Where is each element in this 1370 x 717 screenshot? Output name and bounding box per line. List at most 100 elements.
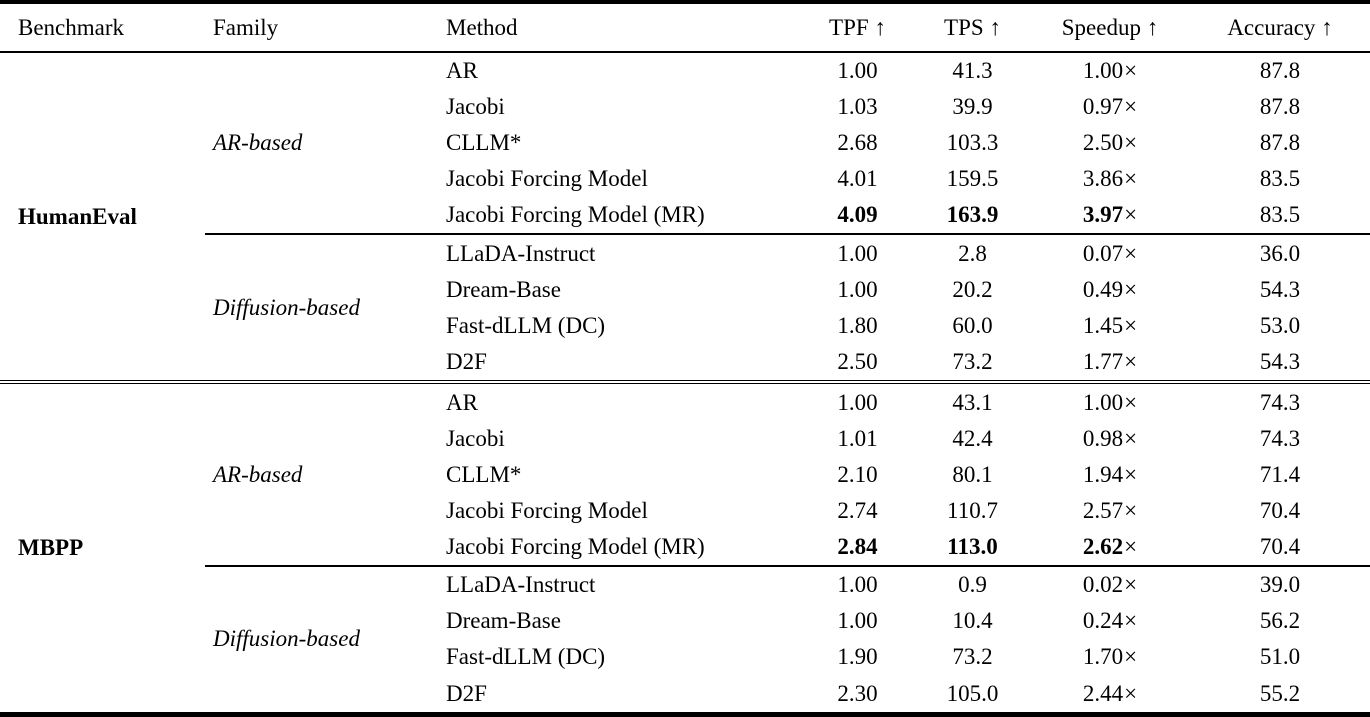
- tpf-value: 1.00: [800, 564, 915, 604]
- speedup-cell: 1.77×: [1030, 344, 1190, 383]
- speedup-cell: 3.86×: [1030, 161, 1190, 197]
- table-row: Dream-Base 1.00 20.2 0.49× 54.3: [0, 272, 1370, 308]
- speedup-cell: 2.57×: [1030, 493, 1190, 529]
- col-header-accuracy: Accuracy ↑: [1190, 2, 1370, 53]
- speedup-cell: 3.97×: [1030, 197, 1190, 234]
- method-name: Jacobi Forcing Model (MR): [446, 202, 705, 228]
- table-row: CLLM* 2.10 80.1 1.94× 71.4: [0, 457, 1370, 493]
- tps-value: 20.2: [952, 276, 993, 302]
- tpf-value: 1.01: [837, 425, 878, 451]
- accuracy-value: 83.5: [1259, 202, 1301, 228]
- times-sign: ×: [1124, 461, 1138, 487]
- tpf-value: 2.30: [837, 680, 878, 706]
- tpf-value: 1.03: [837, 94, 878, 120]
- tpf-value: 2.50: [837, 348, 878, 374]
- times-sign: ×: [1124, 644, 1138, 670]
- accuracy-value: 51.0: [1259, 644, 1301, 670]
- accuracy-value: 36.0: [1190, 233, 1370, 272]
- speedup-cell: 1.70×: [1030, 639, 1190, 675]
- table-row: HumanEval AR-based AR 1.00 41.3 1.00× 87.8: [0, 52, 1370, 228]
- speedup-cell: 1.00×: [1030, 52, 1190, 89]
- table-row: Dream-Base 1.00 10.4 0.24× 56.2: [0, 603, 1370, 639]
- speedup-value: 0.24: [1082, 608, 1124, 634]
- table-row: Diffusion-based LLaDA-Instruct 1.00 0.9 0.02…: [0, 564, 1370, 715]
- benchmark-label: MBPP: [0, 380, 205, 715]
- tpf-value: 4.09: [837, 202, 878, 228]
- times-sign: ×: [1124, 130, 1138, 156]
- method-name: Dream-Base: [446, 608, 561, 634]
- table-row: Jacobi Forcing Model 2.74 110.7 2.57× 70.4: [0, 493, 1370, 529]
- method-name: Dream-Base: [446, 276, 561, 302]
- tpf-value: 1.00: [837, 58, 878, 84]
- tps-value: 73.2: [952, 348, 993, 374]
- tps-value: 0.9: [915, 564, 1030, 604]
- table-row: Jacobi Forcing Model (MR) 2.84 113.0 2.62× 7…: [0, 529, 1370, 566]
- method-name: AR: [446, 58, 478, 84]
- speedup-cell: 1.00×: [1030, 380, 1190, 421]
- times-sign: ×: [1124, 425, 1138, 451]
- times-sign: ×: [1124, 389, 1138, 415]
- accuracy-value: 74.3: [1190, 380, 1370, 421]
- method-name: Fast-dLLM (DC): [446, 644, 606, 670]
- accuracy-value: 39.0: [1190, 564, 1370, 604]
- speedup-value: 2.57: [1082, 497, 1124, 523]
- accuracy-value: 56.2: [1259, 608, 1301, 634]
- speedup-cell: 0.97×: [1030, 89, 1190, 125]
- speedup-value: 1.70: [1082, 644, 1124, 670]
- tps-value: 2.8: [915, 233, 1030, 272]
- family-label: AR-based: [205, 380, 440, 566]
- header-row: Benchmark Family Method TPF ↑ TPS ↑ Spee…: [0, 2, 1370, 53]
- method-name: CLLM*: [446, 130, 522, 156]
- table-row: Jacobi 1.01 42.4 0.98× 74.3: [0, 421, 1370, 457]
- tpf-value: 1.00: [800, 380, 915, 421]
- tpf-value: 1.80: [837, 312, 878, 338]
- table-row: Jacobi Forcing Model (MR) 4.09 163.9 3.97× 8…: [0, 197, 1370, 234]
- speedup-value: 2.62: [1082, 533, 1124, 559]
- method-name: LLaDA-Instruct: [440, 233, 800, 272]
- method-name: LLaDA-Instruct: [440, 564, 800, 604]
- accuracy-value: 55.2: [1259, 680, 1301, 706]
- col-header-tps: TPS ↑: [915, 2, 1030, 53]
- speedup-value: 0.97: [1082, 94, 1124, 120]
- accuracy-value: 87.8: [1259, 94, 1301, 120]
- times-sign: ×: [1124, 240, 1138, 266]
- times-sign: ×: [1124, 497, 1138, 523]
- speedup-value: 1.45: [1082, 312, 1124, 338]
- table-row: Fast-dLLM (DC) 1.90 73.2 1.70× 51.0: [0, 639, 1370, 675]
- times-sign: ×: [1124, 608, 1138, 634]
- speedup-value: 3.86: [1082, 166, 1124, 192]
- col-header-speedup: Speedup ↑: [1030, 2, 1190, 53]
- speedup-value: 1.94: [1082, 461, 1124, 487]
- tps-value: 60.0: [952, 312, 993, 338]
- table-body: HumanEval AR-based AR 1.00 41.3 1.00× 87.8 Jaco…: [0, 52, 1370, 715]
- table-row: Diffusion-based LLaDA-Instruct 1.00 2.8 0.07…: [0, 233, 1370, 383]
- times-sign: ×: [1124, 166, 1138, 192]
- speedup-value: 1.00: [1082, 389, 1124, 415]
- times-sign: ×: [1124, 94, 1138, 120]
- tpf-value: 4.01: [837, 166, 878, 192]
- speedup-value: 3.97: [1082, 202, 1124, 228]
- method-name: CLLM*: [446, 461, 522, 487]
- col-header-tpf: TPF ↑: [800, 2, 915, 53]
- speedup-cell: 0.02×: [1030, 564, 1190, 604]
- accuracy-value: 70.4: [1259, 497, 1301, 523]
- table-row: MBPP AR-based AR 1.00 43.1 1.00× 74.3: [0, 380, 1370, 715]
- speedup-cell: 0.24×: [1030, 603, 1190, 639]
- times-sign: ×: [1124, 202, 1138, 228]
- tps-value: 113.0: [947, 533, 998, 559]
- times-sign: ×: [1124, 680, 1138, 706]
- accuracy-value: 70.4: [1259, 533, 1301, 559]
- col-header-benchmark: Benchmark: [0, 2, 205, 53]
- tpf-value: 2.74: [837, 497, 878, 523]
- method-name: Jacobi Forcing Model: [446, 166, 648, 192]
- tps-value: 105.0: [946, 680, 999, 706]
- family-label: Diffusion-based: [205, 564, 440, 715]
- speedup-value: 2.50: [1082, 130, 1124, 156]
- table-row: CLLM* 2.68 103.3 2.50× 87.8: [0, 125, 1370, 161]
- method-name: Jacobi: [446, 94, 505, 120]
- method-name: D2F: [446, 348, 487, 374]
- times-sign: ×: [1124, 348, 1138, 374]
- col-header-family: Family: [205, 2, 440, 53]
- method-name: Fast-dLLM (DC): [446, 312, 606, 338]
